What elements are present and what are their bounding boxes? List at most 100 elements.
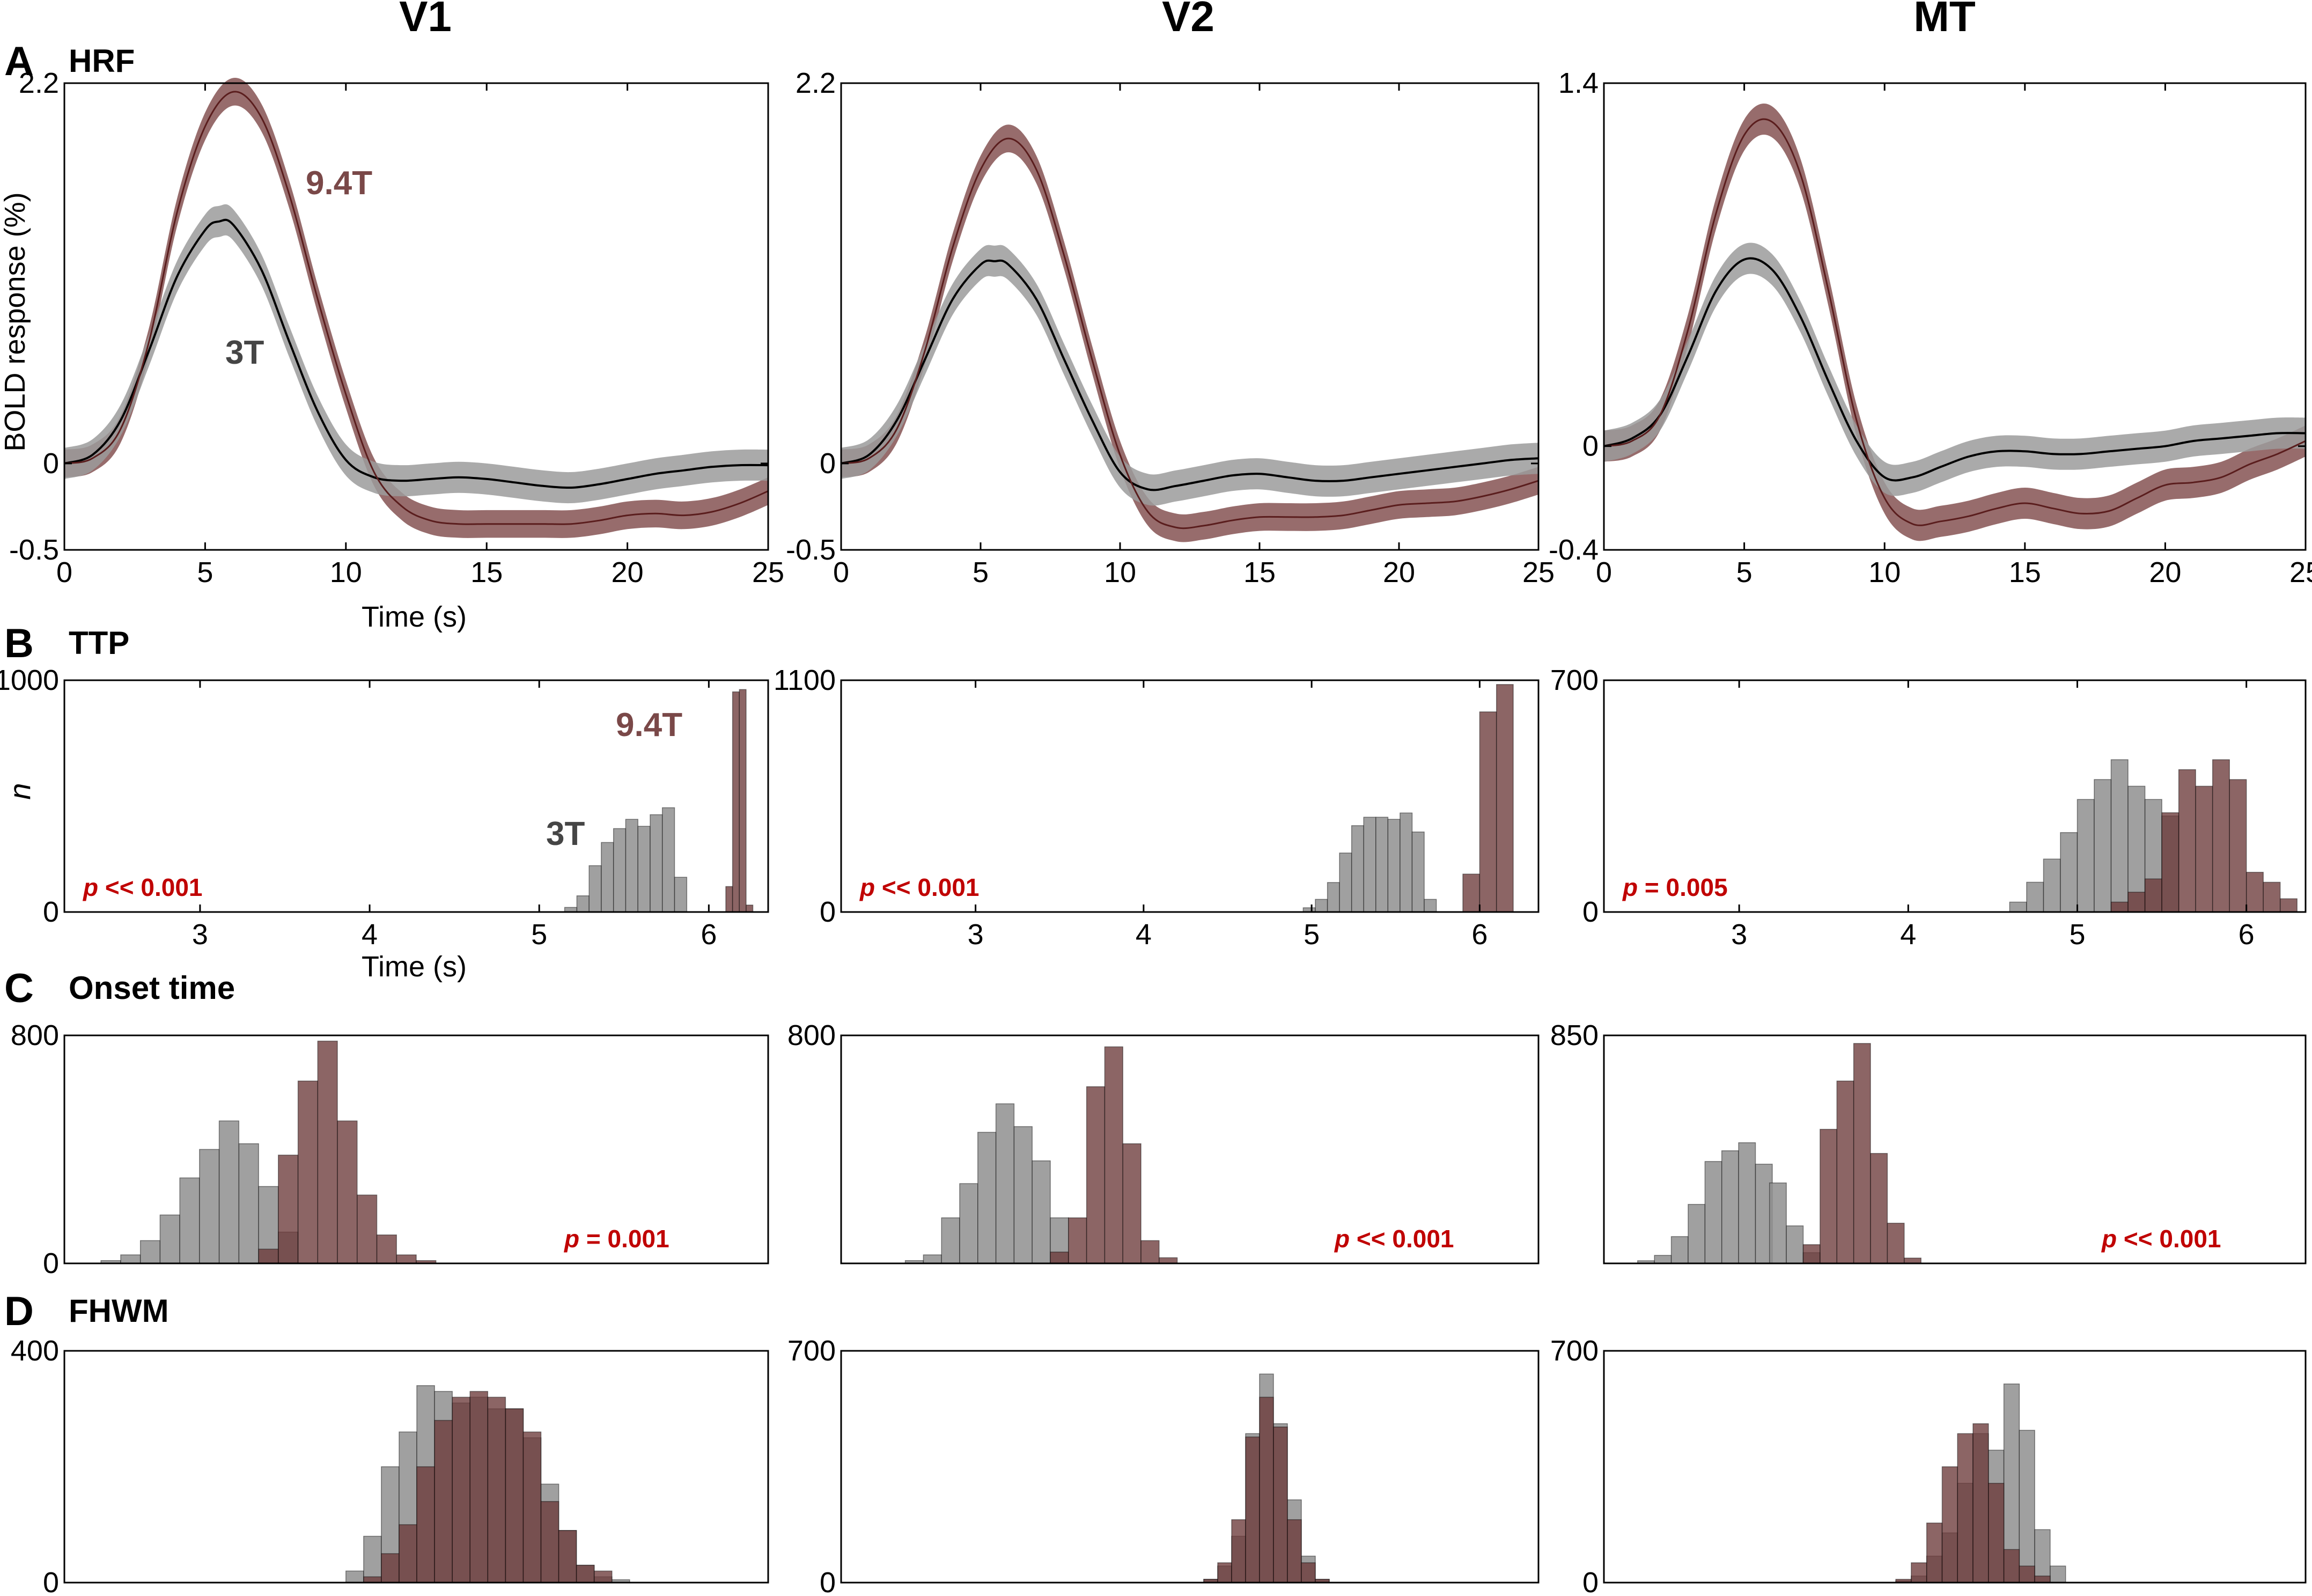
panel-d-mt: 0 700 bbox=[1550, 1335, 2307, 1596]
panel-c-v2-bar-3t-4 bbox=[977, 1131, 997, 1264]
panel-a-v2-xtick-label-4: 20 bbox=[1383, 556, 1415, 589]
panel-b-v1-xtick-label-2: 5 bbox=[531, 918, 547, 951]
panel-b-v1-bar-9-4t-1 bbox=[732, 691, 740, 913]
panel-d-v1-bar-9-4t-0 bbox=[363, 1576, 382, 1583]
panel-c-mt-pvalue: p << 0.001 bbox=[2101, 1225, 2221, 1253]
panel-d-v1-bar-9-4t-12 bbox=[576, 1564, 595, 1583]
panel-b-v1-bar-9-4t-0 bbox=[725, 886, 733, 913]
panel-a-v1-xtick-label-3: 15 bbox=[470, 556, 503, 589]
panel-a-v2-ytick-label-0: -0.5 bbox=[786, 534, 836, 566]
panel-d-v1-bar-9-4t-11 bbox=[558, 1530, 577, 1583]
panel-a-v2-xtick-label-0: 0 bbox=[833, 556, 849, 589]
panel-c-v1-bar-9-4t-5 bbox=[357, 1194, 378, 1264]
panel-b-v1-bar-3t-6 bbox=[637, 826, 651, 913]
panel-c-mt-bar-3t-9 bbox=[1786, 1225, 1804, 1264]
panel-c-v1-pvalue: p = 0.001 bbox=[563, 1225, 669, 1253]
panel-d-v1-bar-9-4t-5 bbox=[452, 1396, 471, 1583]
panel-b-v1-bar-3t-3 bbox=[601, 842, 614, 913]
panel-a-v1-xtick-label-5: 25 bbox=[752, 556, 784, 589]
panel-c-v1-ytick-label-1: 800 bbox=[11, 1019, 59, 1051]
panel-c-v2-pvalue: p << 0.001 bbox=[1334, 1225, 1454, 1253]
panel-a-v1-xtick-label-2: 10 bbox=[330, 556, 362, 589]
panel-b-mt-bar-3t-1 bbox=[2026, 881, 2044, 913]
panel-b-v1-bar-3t-8 bbox=[661, 807, 675, 913]
panel-a-mt-band-3t bbox=[1604, 242, 2306, 496]
panel-a-mt: -0.401.40510152025 bbox=[1549, 67, 2312, 589]
panel-b-v2-bar-3t-6 bbox=[1375, 817, 1389, 913]
panel-d-v1-axes bbox=[63, 1350, 769, 1584]
panel-c-mt-ytick-label-0: 850 bbox=[1550, 1019, 1599, 1051]
panel-b-v1-bar-3t-5 bbox=[625, 819, 638, 913]
panel-a-mt-line-3t bbox=[1603, 257, 2306, 482]
panel-b-mt-bar-3t-5 bbox=[2094, 779, 2112, 913]
panel-d-v1-bar-3t-1 bbox=[363, 1535, 382, 1583]
panel-letter-a: A bbox=[4, 39, 34, 84]
panel-d-mt-bar-3t-10 bbox=[2050, 1565, 2066, 1583]
panel-d-v2-bar-9-4t-7 bbox=[1301, 1562, 1316, 1583]
panel-a-mt-xtick-label-3: 15 bbox=[2009, 556, 2041, 589]
panel-b-v1-xtick-label-3: 6 bbox=[701, 918, 717, 951]
hrf-label-9-4t: 9.4T bbox=[306, 165, 372, 202]
panel-letter-d: D bbox=[4, 1289, 34, 1334]
panel-c-v2-bar-9-4t-6 bbox=[1159, 1257, 1178, 1264]
panel-a-mt-xtick-label-0: 0 bbox=[1596, 556, 1612, 589]
panel-d-v1-ytick-label-1: 400 bbox=[11, 1335, 59, 1367]
panel-c-mt-bar-3t-3 bbox=[1688, 1204, 1706, 1264]
panel-d-mt-bar-9-4t-3 bbox=[1941, 1466, 1958, 1583]
panel-c-v2-bar-3t-6 bbox=[1013, 1126, 1033, 1264]
panel-d-v2-bar-9-4t-5 bbox=[1273, 1426, 1288, 1583]
panel-a-mt-ytick-label-2: 1.4 bbox=[1558, 67, 1599, 99]
panel-c-v1-bar-9-4t-4 bbox=[337, 1120, 358, 1264]
panel-b-v2-bar-3t-9 bbox=[1411, 832, 1425, 913]
panel-d-v1-bar-9-4t-4 bbox=[434, 1420, 453, 1583]
panel-b-mt-bar-3t-7 bbox=[2127, 785, 2146, 913]
panel-d-mt-bar-9-4t-7 bbox=[2003, 1549, 2020, 1583]
panel-b-v1-axes bbox=[63, 679, 769, 913]
panel-a-v2-ytick-label-2: 2.2 bbox=[796, 67, 836, 99]
panel-c-v2-ytick-label-0: 800 bbox=[787, 1019, 836, 1051]
panel-b-v2-bar-3t-4 bbox=[1351, 825, 1365, 913]
panel-b-mt-axes bbox=[1603, 679, 2307, 913]
panel-c-mt-bar-3t-7 bbox=[1755, 1164, 1773, 1264]
panel-a-v2-band-9-4t bbox=[841, 124, 1538, 542]
panel-a-v2-band-3t bbox=[841, 245, 1538, 506]
panel-b-v1-ytick-label-0: 0 bbox=[43, 896, 59, 928]
panel-d-mt-ytick-label-0: 0 bbox=[1582, 1566, 1599, 1596]
panel-c-mt: p << 0.001 850 bbox=[1550, 1019, 2307, 1264]
column-title-mt: MT bbox=[1913, 0, 1976, 40]
panel-b-v1-bar-3t-2 bbox=[588, 865, 602, 913]
panel-d-v1-bar-9-4t-8 bbox=[505, 1408, 524, 1583]
panel-a-v2: -0.502.20 5 10 15 20 25 bbox=[786, 67, 1555, 589]
panel-b-mt-bar-9-4t-2 bbox=[2144, 878, 2162, 913]
panel-name-ttp: TTP bbox=[69, 625, 129, 661]
panel-b-mt-bar-9-4t-6 bbox=[2212, 759, 2230, 913]
panel-b-v1-xtick-label-0: 3 bbox=[192, 918, 208, 951]
panel-b-mt-xtick-label-2: 5 bbox=[2069, 918, 2085, 951]
panel-c-v1-bar-9-4t-2 bbox=[297, 1080, 319, 1264]
panel-b-v1-xtick-label-1: 4 bbox=[362, 918, 378, 951]
panel-c-v1-bar-9-4t-3 bbox=[317, 1040, 338, 1264]
panel-a-v1-xtick-label-0: 0 bbox=[56, 556, 72, 589]
panel-name-onset: Onset time bbox=[69, 970, 235, 1006]
panel-d-mt-bar-3t-7 bbox=[2003, 1383, 2020, 1583]
panel-a-v1-axes bbox=[63, 82, 769, 551]
panel-d-v2-bar-9-4t-4 bbox=[1259, 1396, 1274, 1583]
panel-letter-b: B bbox=[4, 621, 34, 666]
panel-c-mt-bar-9-4t-1 bbox=[1820, 1129, 1838, 1264]
panel-b-mt-ytick-label-0: 0 bbox=[1582, 896, 1599, 928]
panel-a-v2-xtick-label-1: 5 bbox=[973, 556, 989, 589]
panel-b-v1-bar-3t-1 bbox=[576, 895, 590, 913]
panel-b-v2-bar-3t-3 bbox=[1339, 852, 1352, 913]
panel-b-mt-bar-3t-2 bbox=[2043, 858, 2061, 913]
panel-b-v2-pvalue: p << 0.001 bbox=[859, 873, 980, 901]
panel-b-mt: p = 0.005 0 700 3 4 5 6 bbox=[1550, 664, 2307, 951]
panel-b-mt-bar-9-4t-8 bbox=[2245, 872, 2264, 913]
panel-d-v1-bar-9-4t-3 bbox=[416, 1466, 435, 1583]
panel-c-mt-bar-9-4t-0 bbox=[1802, 1244, 1821, 1264]
panel-b-mt-bar-9-4t-4 bbox=[2178, 769, 2196, 913]
panel-d-v1-bar-9-4t-10 bbox=[540, 1501, 559, 1583]
panel-c-v1-ytick-label-0: 0 bbox=[43, 1247, 59, 1279]
hrf-ylabel: BOLD response (%) bbox=[0, 192, 31, 451]
panel-d-v1-bar-3t-0 bbox=[345, 1570, 364, 1583]
